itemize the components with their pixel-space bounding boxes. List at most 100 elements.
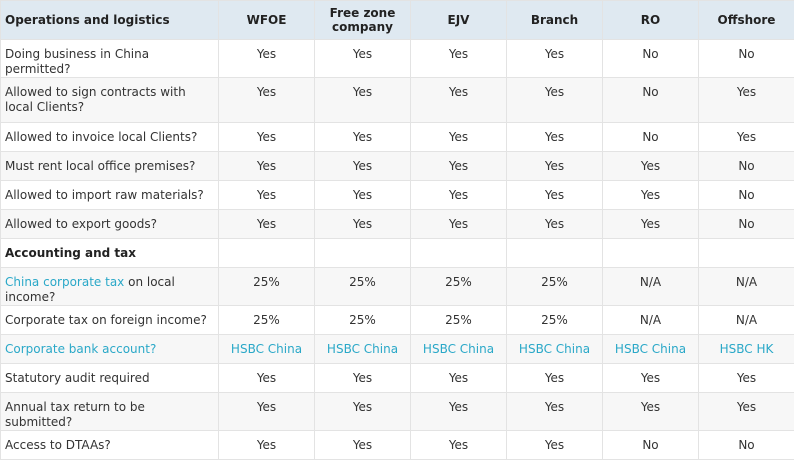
cell: Yes <box>315 431 411 460</box>
cell: No <box>603 431 699 460</box>
cell: HSBC HK <box>699 335 794 364</box>
cell: HSBC China <box>507 335 603 364</box>
cell: 25% <box>315 306 411 335</box>
row-label-text: Access to DTAAs? <box>5 438 111 452</box>
row-label: China corporate tax on local income? <box>1 268 219 306</box>
cell <box>603 239 699 268</box>
cell: 25% <box>315 268 411 306</box>
row-label-link[interactable]: Corporate bank account? <box>5 342 156 356</box>
cell: HSBC China <box>411 335 507 364</box>
section-header: Operations and logistics <box>1 1 219 40</box>
cell: 25% <box>219 306 315 335</box>
bank-link[interactable]: HSBC China <box>327 342 398 356</box>
cell: Yes <box>315 393 411 431</box>
cell: No <box>603 78 699 123</box>
column-header: Offshore <box>699 1 794 40</box>
row-label-text: Must rent local office premises? <box>5 159 195 173</box>
bank-link[interactable]: HSBC HK <box>720 342 774 356</box>
cell <box>219 239 315 268</box>
bank-link[interactable]: HSBC China <box>231 342 302 356</box>
cell: No <box>603 40 699 78</box>
row-label-link[interactable]: China corporate tax <box>5 275 124 289</box>
row-label: Doing business in China permitted? <box>1 40 219 78</box>
cell: Yes <box>507 181 603 210</box>
bank-link[interactable]: HSBC China <box>423 342 494 356</box>
row-label-text: Allowed to import raw materials? <box>5 188 204 202</box>
cell: Yes <box>219 78 315 123</box>
cell: Yes <box>411 181 507 210</box>
row-label: Allowed to invoice local Clients? <box>1 123 219 152</box>
cell: Yes <box>219 123 315 152</box>
cell: No <box>699 431 794 460</box>
row-label: Must rent local office premises? <box>1 152 219 181</box>
bank-link[interactable]: HSBC China <box>519 342 590 356</box>
row-label: Allowed to import raw materials? <box>1 181 219 210</box>
row-label: Allowed to sign contracts with local Cli… <box>1 78 219 123</box>
section-row: Accounting and tax <box>1 239 794 268</box>
bank-link[interactable]: HSBC China <box>615 342 686 356</box>
cell: Yes <box>507 431 603 460</box>
cell: HSBC China <box>603 335 699 364</box>
cell: No <box>699 40 794 78</box>
cell: Yes <box>603 364 699 393</box>
cell: Yes <box>603 393 699 431</box>
cell: Yes <box>699 364 794 393</box>
row-label: Access to DTAAs? <box>1 431 219 460</box>
cell: No <box>699 152 794 181</box>
cell: Yes <box>411 78 507 123</box>
row-label: Allowed to export goods? <box>1 210 219 239</box>
cell: Yes <box>315 152 411 181</box>
cell: Yes <box>507 210 603 239</box>
cell: 25% <box>411 268 507 306</box>
table-row: Corporate tax on foreign income?25%25%25… <box>1 306 794 335</box>
row-label: Corporate tax on foreign income? <box>1 306 219 335</box>
column-header: Free zone company <box>315 1 411 40</box>
cell: Yes <box>507 123 603 152</box>
cell: Yes <box>699 393 794 431</box>
cell: Yes <box>411 364 507 393</box>
cell: 25% <box>507 268 603 306</box>
table-row: China corporate tax on local income?25%2… <box>1 268 794 306</box>
cell: No <box>699 210 794 239</box>
cell: Yes <box>507 393 603 431</box>
cell: 25% <box>411 306 507 335</box>
cell: Yes <box>219 364 315 393</box>
column-header: Branch <box>507 1 603 40</box>
cell: Yes <box>411 123 507 152</box>
cell: Yes <box>411 431 507 460</box>
table-row: Allowed to sign contracts with local Cli… <box>1 78 794 123</box>
table-row: Corporate bank account? HSBC China HSBC Ch… <box>1 335 794 364</box>
column-header: EJV <box>411 1 507 40</box>
cell: N/A <box>699 268 794 306</box>
row-label-text: Accounting and tax <box>5 246 136 260</box>
cell <box>411 239 507 268</box>
row-label: Statutory audit required <box>1 364 219 393</box>
cell: Yes <box>411 152 507 181</box>
cell: Yes <box>219 40 315 78</box>
cell: Yes <box>507 364 603 393</box>
row-label: Accounting and tax <box>1 239 219 268</box>
cell: Yes <box>315 78 411 123</box>
row-label: Corporate bank account? <box>1 335 219 364</box>
cell: Yes <box>315 364 411 393</box>
row-label-text: Allowed to sign contracts with local Cli… <box>5 85 186 114</box>
row-label-text: Doing business in China permitted? <box>5 47 149 76</box>
row-label-text: Allowed to invoice local Clients? <box>5 130 197 144</box>
cell: No <box>603 123 699 152</box>
cell: Yes <box>219 393 315 431</box>
cell: HSBC China <box>315 335 411 364</box>
row-label-text: Statutory audit required <box>5 371 150 385</box>
row-label-text: Allowed to export goods? <box>5 217 157 231</box>
cell: Yes <box>315 40 411 78</box>
row-label-text: Corporate tax on foreign income? <box>5 313 207 327</box>
cell: Yes <box>603 152 699 181</box>
cell: HSBC China <box>219 335 315 364</box>
